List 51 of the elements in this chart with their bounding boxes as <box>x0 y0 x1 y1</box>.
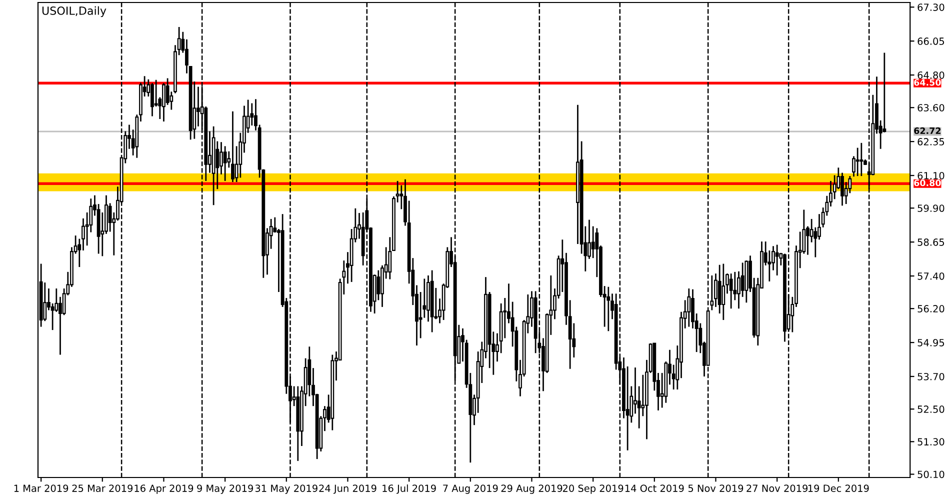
candlestick <box>882 52 886 134</box>
x-tick-label: 1 Mar 2019 <box>14 484 68 492</box>
x-tick-label: 24 Jun 2019 <box>319 484 376 494</box>
y-tick-label: 57.40 <box>918 272 944 280</box>
x-tick-label: 9 May 2019 <box>197 484 253 494</box>
candlestick <box>231 110 234 183</box>
candlestick <box>162 82 166 122</box>
ref-line-label: 62.72 <box>914 127 941 134</box>
candlestick <box>376 270 380 301</box>
ref-line-label: 60.80 <box>914 180 941 186</box>
candlestick <box>856 147 860 177</box>
y-tick-label: 67.30 <box>918 4 944 11</box>
y-tick-label: 62.35 <box>918 138 944 146</box>
candlestick <box>166 78 170 106</box>
y-tick-label: 63.60 <box>918 104 944 112</box>
x-tick-label: 31 May 2019 <box>255 484 318 494</box>
candlestick <box>606 286 610 332</box>
x-tick-label: 25 Mar 2019 <box>72 484 133 492</box>
y-tick-label: 54.95 <box>918 339 944 346</box>
x-tick-label: 7 Aug 2019 <box>443 484 498 494</box>
candlestick <box>722 263 726 321</box>
ref-line-label: 64.50 <box>914 79 941 86</box>
x-tick-label: 29 Aug 2019 <box>501 484 562 494</box>
y-tick-label: 61.10 <box>918 172 944 180</box>
candlestick <box>216 140 220 190</box>
y-tick-label: 56.20 <box>918 305 944 312</box>
candlestick <box>150 82 154 117</box>
x-tick-label: 14 Oct 2019 <box>625 484 684 492</box>
y-tick-label: 64.80 <box>918 71 944 79</box>
candlestick <box>223 145 227 182</box>
y-tick-label: 59.90 <box>918 204 944 212</box>
y-tick-label: 52.50 <box>918 406 944 413</box>
y-tick-label: 51.30 <box>918 438 944 446</box>
y-tick-label: 58.65 <box>918 238 944 246</box>
candlestick <box>154 79 158 108</box>
x-tick-label: 16 Jul 2019 <box>382 484 436 494</box>
candlestick <box>196 86 200 128</box>
candlestick <box>43 282 47 322</box>
x-tick-label: 27 Nov 2019 <box>746 484 808 492</box>
candlestick <box>729 272 733 310</box>
x-tick-label: 16 Apr 2019 <box>134 484 194 494</box>
x-tick-label: 19 Dec 2019 <box>808 484 869 492</box>
y-tick-label: 53.70 <box>918 372 944 380</box>
chart-title: USOIL,Daily <box>42 6 106 18</box>
x-tick-label: 20 Sep 2019 <box>562 484 624 494</box>
candlestick <box>687 288 691 328</box>
candlestick <box>860 142 864 177</box>
x-tick-label: 5 Nov 2019 <box>688 484 744 492</box>
y-tick-label: 50.10 <box>918 470 944 478</box>
y-tick-label: 66.05 <box>918 38 944 45</box>
candlestick <box>775 244 779 276</box>
